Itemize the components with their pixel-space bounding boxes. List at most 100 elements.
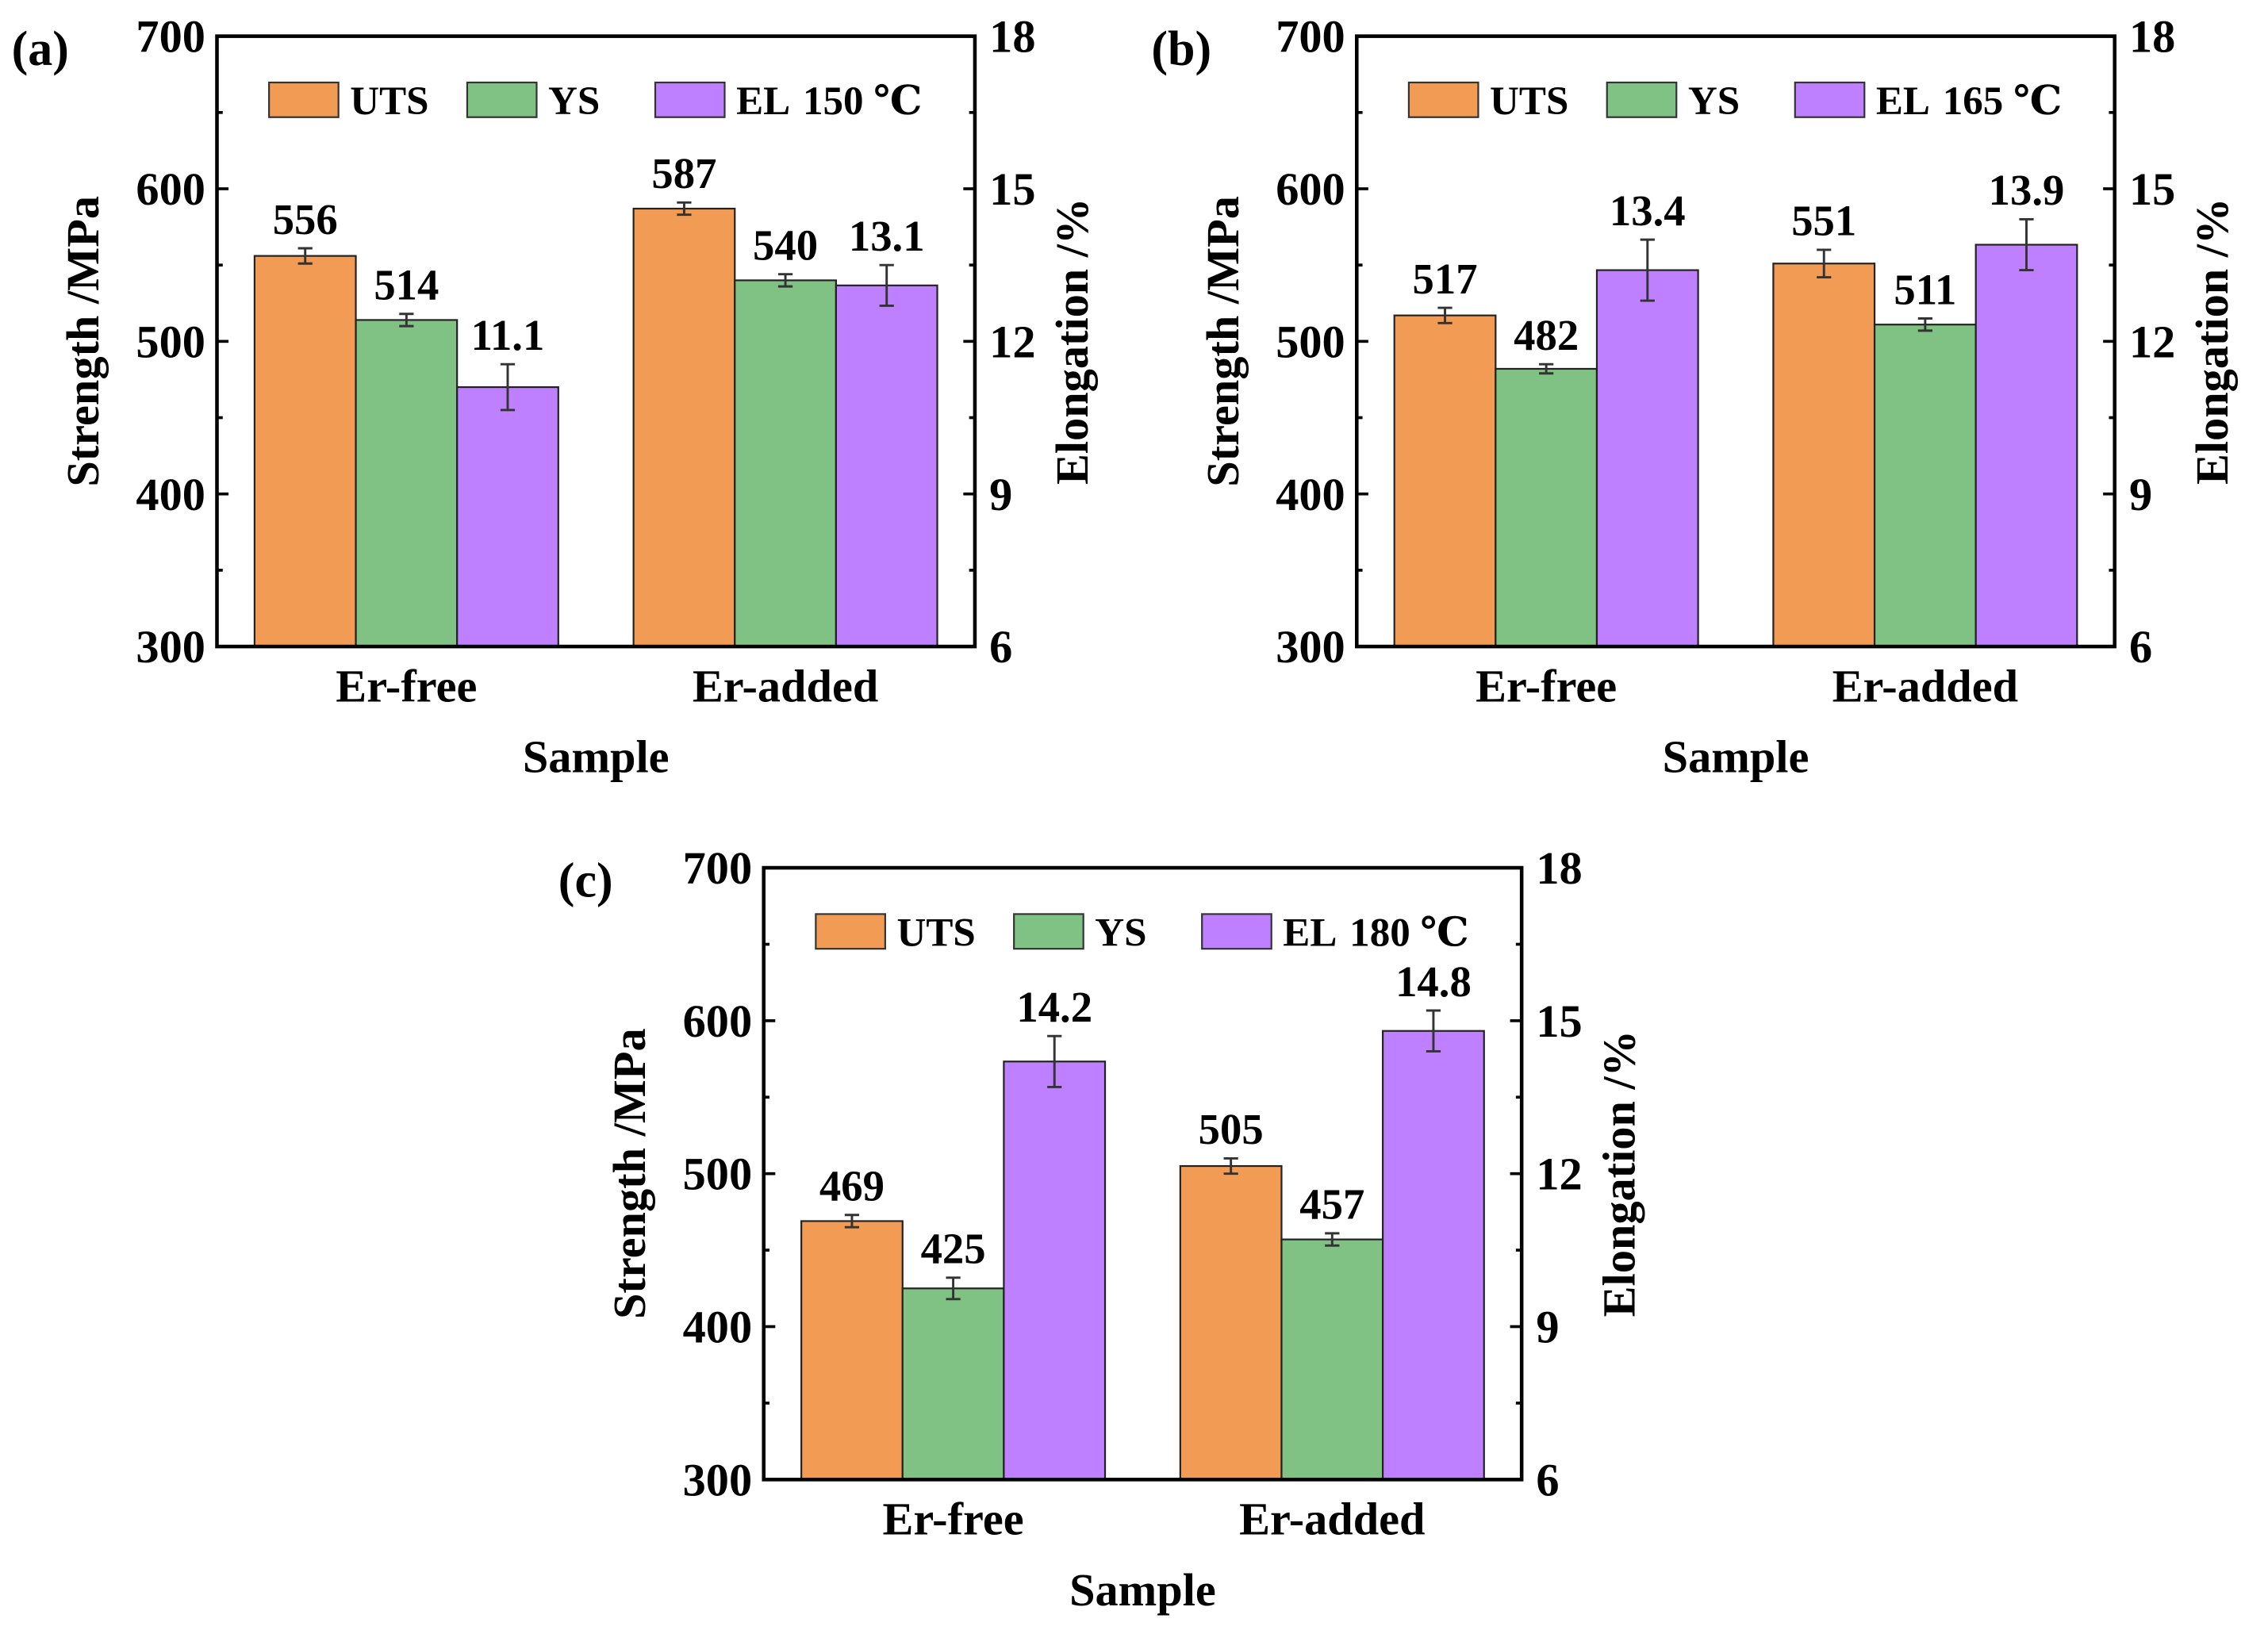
y2-tick-label: 15: [2129, 163, 2175, 215]
legend-swatch-ys: [466, 81, 538, 118]
y2-tick-label: 15: [989, 163, 1035, 215]
data-label: 425: [921, 1225, 986, 1273]
data-label: 587: [651, 149, 716, 198]
bar-el: [1003, 1060, 1107, 1481]
data-label: 482: [1514, 311, 1579, 359]
panel-label: (a): [12, 22, 69, 76]
panel-label: (c): [558, 854, 613, 908]
bar-uts: [800, 1220, 904, 1481]
y-tick-label: 600: [683, 995, 753, 1047]
bar-el: [456, 385, 559, 648]
panel-c: (c) 469 505 425 457 14.2 14.8 300 400 500 600 700 6 9…: [558, 842, 1645, 1616]
data-label: 551: [1791, 197, 1856, 245]
legend-swatch-el: [1201, 913, 1272, 950]
bar-uts: [1772, 263, 1876, 648]
legend-label: EL: [1876, 79, 1930, 124]
legend-label: YS: [1095, 911, 1146, 956]
panel-a: (a) 556 587 514 540 11.1 13.1 300 400 500 600 700 6 9…: [12, 11, 1099, 783]
legend-label: EL: [736, 79, 790, 124]
bar-el: [1595, 269, 1699, 648]
y-axis-title: Strength /MPa: [57, 196, 109, 487]
x-tick-label: Er-added: [1832, 660, 2018, 711]
bar-ys: [355, 319, 459, 648]
temperature-label: 165 ℃: [1943, 79, 2063, 124]
y-axis-title: Strength /MPa: [1197, 196, 1249, 487]
legend-label: YS: [548, 79, 600, 124]
y2-axis-title: Elongation /%: [1593, 1030, 1644, 1317]
x-axis-title: Sample: [523, 731, 670, 783]
data-label: 14.8: [1395, 957, 1472, 1006]
y2-tick-label: 12: [1536, 1149, 1582, 1200]
legend-swatch-uts: [815, 913, 886, 950]
panel-b: (b) 517 551 482 511 13.4 13.9 300 400 500 600 700 6 9…: [1151, 11, 2238, 783]
y-tick-label: 500: [136, 316, 205, 367]
y-tick-label: 700: [136, 11, 205, 63]
temperature-label: 180 ℃: [1349, 911, 1469, 956]
y-tick-label: 300: [683, 1454, 753, 1505]
y2-tick-label: 18: [2129, 11, 2175, 63]
y2-tick-label: 9: [1536, 1302, 1559, 1353]
y-tick-label: 700: [1276, 11, 1345, 63]
x-tick-label: Er-added: [1239, 1494, 1425, 1545]
y-tick-label: 400: [136, 469, 205, 520]
x-tick-label: Er-free: [883, 1494, 1024, 1545]
legend-swatch-uts: [268, 81, 340, 118]
bar-el: [1382, 1030, 1485, 1481]
y2-tick-label: 12: [2129, 316, 2175, 367]
bar-uts: [1179, 1164, 1283, 1481]
legend-label: EL: [1283, 911, 1337, 956]
bar-el: [835, 284, 938, 648]
y2-tick-label: 6: [1536, 1454, 1559, 1505]
legend-label: UTS: [896, 911, 975, 956]
data-label: 556: [273, 195, 338, 244]
data-label: 14.2: [1016, 983, 1092, 1031]
data-label: 469: [819, 1162, 885, 1210]
legend-swatch-el: [654, 81, 726, 118]
y2-tick-label: 18: [989, 11, 1035, 63]
y-tick-label: 300: [136, 621, 205, 673]
legend-label: UTS: [1490, 79, 1568, 124]
panel-label: (b): [1151, 22, 1211, 76]
y-tick-label: 600: [1276, 163, 1345, 215]
bar-ys: [1280, 1238, 1384, 1481]
data-label: 514: [374, 260, 439, 309]
y-tick-label: 700: [683, 842, 753, 894]
bar-ys: [1495, 367, 1598, 648]
y2-axis-title: Elongation /%: [2186, 198, 2238, 485]
y-tick-label: 500: [1276, 316, 1345, 367]
y-tick-label: 400: [683, 1302, 753, 1353]
y2-tick-label: 9: [2129, 469, 2152, 520]
y-tick-label: 400: [1276, 469, 1345, 520]
bar-el: [1974, 244, 2078, 648]
data-label: 11.1: [471, 311, 545, 359]
x-tick-label: Er-added: [693, 660, 878, 711]
x-tick-label: Er-free: [336, 660, 477, 711]
bar-ys: [901, 1287, 1005, 1481]
legend-swatch-uts: [1407, 81, 1479, 118]
y2-tick-label: 18: [1536, 842, 1582, 894]
legend-label: YS: [1688, 79, 1740, 124]
y-axis-title: Strength /MPa: [604, 1028, 655, 1319]
legend-swatch-ys: [1606, 81, 1678, 118]
y2-tick-label: 9: [989, 469, 1012, 520]
x-axis-title: Sample: [1069, 1564, 1216, 1616]
data-label: 13.1: [849, 212, 925, 260]
y2-tick-label: 12: [989, 316, 1035, 367]
data-label: 511: [1894, 265, 1956, 313]
y2-tick-label: 15: [1536, 995, 1582, 1047]
bar-uts: [1393, 314, 1497, 648]
x-tick-label: Er-free: [1476, 660, 1617, 711]
x-axis-title: Sample: [1663, 731, 1809, 783]
bar-ys: [734, 279, 837, 648]
legend-swatch-ys: [1013, 913, 1084, 950]
y-tick-label: 500: [683, 1149, 753, 1200]
data-label: 517: [1413, 255, 1478, 303]
data-label: 13.4: [1610, 186, 1686, 235]
y-tick-label: 600: [136, 163, 205, 215]
y2-axis-title: Elongation /%: [1046, 198, 1098, 485]
temperature-label: 150 ℃: [803, 79, 923, 124]
data-label: 505: [1199, 1105, 1264, 1153]
bar-uts: [632, 207, 736, 648]
bar-uts: [253, 255, 357, 648]
